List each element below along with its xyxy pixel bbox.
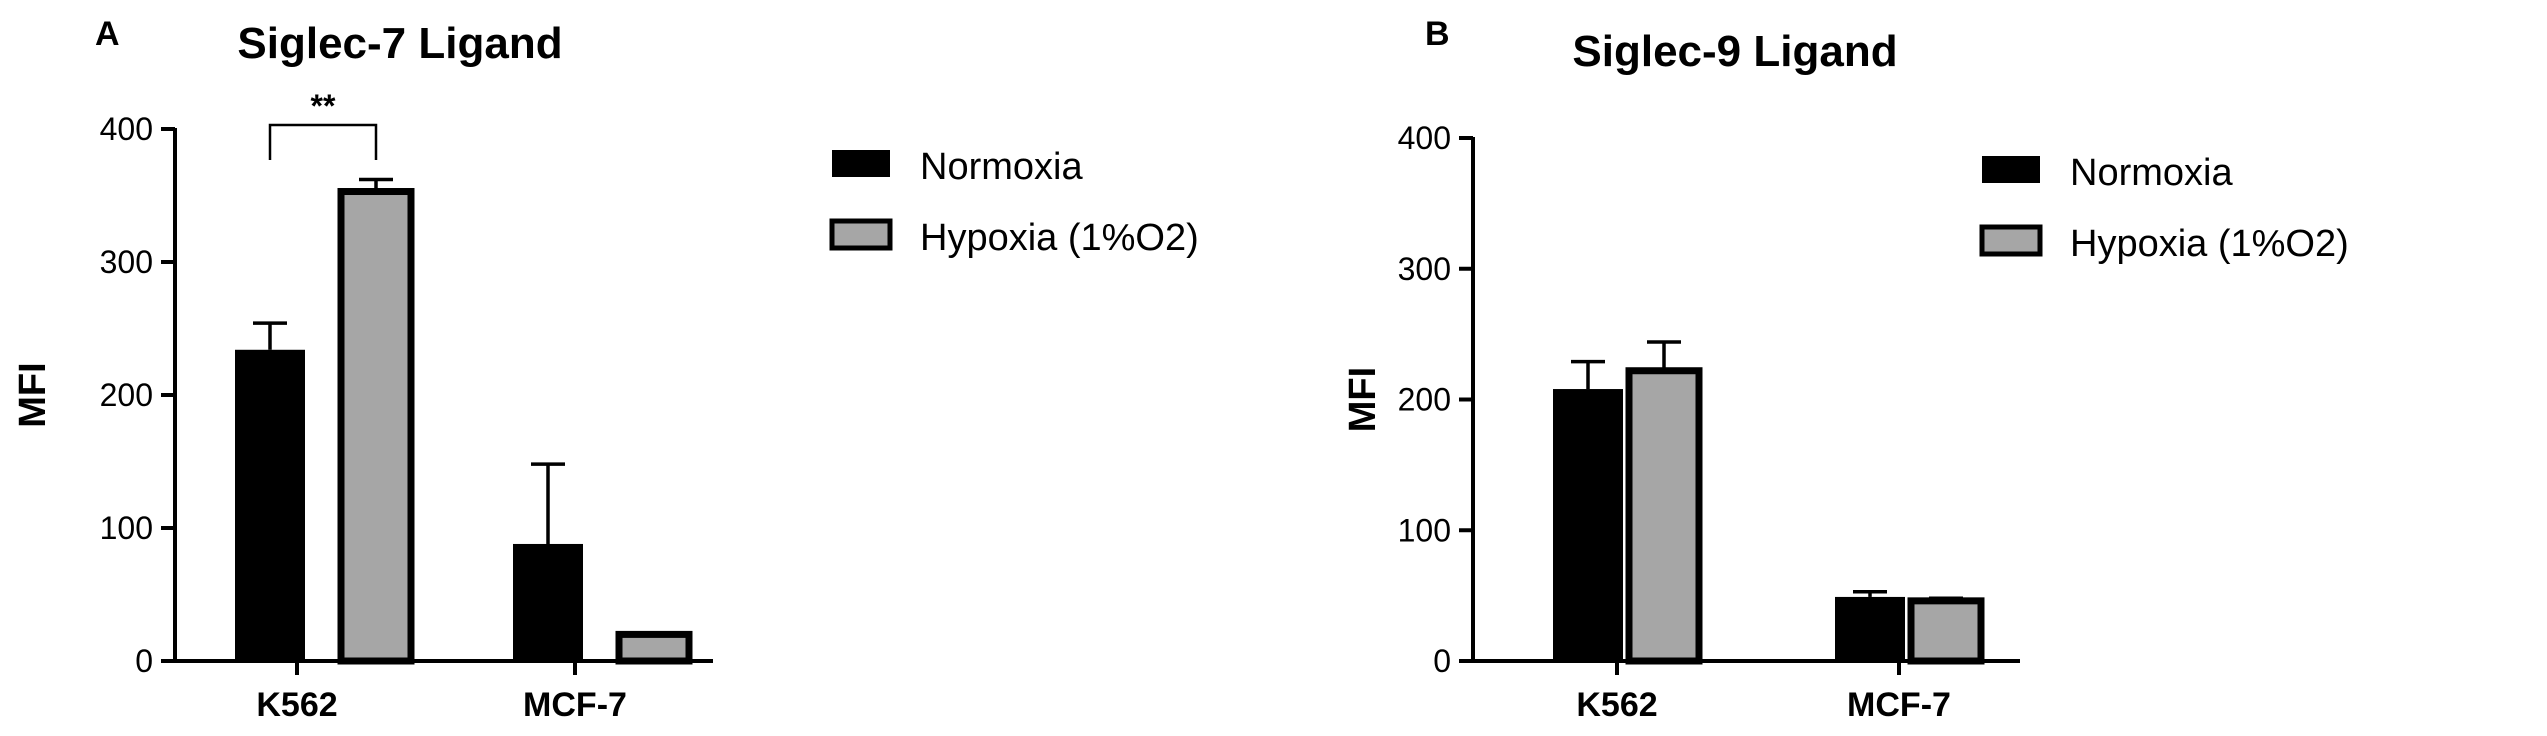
panel-b-bar-hypoxia — [1907, 597, 1985, 665]
panel-a-bar-hypoxia — [615, 630, 693, 665]
panel-a-legend-swatch-normoxia — [832, 150, 890, 177]
panel-a-y-tick-label: 400 — [100, 111, 153, 147]
panel-b-y-tick-label: 400 — [1398, 120, 1451, 156]
panel-a-y-tick-label: 100 — [100, 510, 153, 546]
panel-b-x-tick-label: K562 — [1576, 686, 1657, 724]
panel-b-bar-normoxia — [1835, 596, 1905, 661]
panel-b-y-tick-label: 200 — [1398, 382, 1451, 418]
panel-b-x-tick-label: MCF-7 — [1847, 686, 1951, 724]
panel-b-y-tick-label: 300 — [1398, 251, 1451, 287]
panel-b-letter: B — [1425, 15, 1450, 53]
panel-b-title: Siglec-9 Ligand — [1572, 27, 1897, 76]
panel-b-bar-normoxia — [1553, 389, 1623, 661]
panel-a-significance-bracket — [268, 123, 378, 160]
panel-a-x-tick-label: K562 — [256, 686, 337, 724]
panel-a-x-tick-label: MCF-7 — [523, 686, 627, 724]
panel-b-bar-hypoxia — [1625, 367, 1703, 665]
panel-a-bar-normoxia — [513, 543, 583, 661]
panel-a-legend-label-normoxia: Normoxia — [920, 146, 1083, 188]
panel-a-y-tick-label: 300 — [100, 244, 153, 280]
panel-a-y-axis-label: MFI — [12, 362, 54, 427]
panel-a-y-tick-label: 0 — [135, 643, 153, 679]
panel-a-legend-swatch-hypoxia — [829, 218, 893, 251]
panel-a-letter: A — [95, 15, 120, 53]
panel-a-title: Siglec-7 Ligand — [237, 19, 562, 68]
panel-a-bar-normoxia — [235, 349, 305, 661]
panel-b-y-tick-label: 100 — [1398, 512, 1451, 548]
panel-a-bar-hypoxia — [337, 188, 415, 665]
panel-b-y-axis-label: MFI — [1342, 367, 1384, 432]
panel-b-y-tick-label: 0 — [1433, 643, 1451, 679]
panel-a-y-tick-label: 200 — [100, 377, 153, 413]
panel-b-legend-label-normoxia: Normoxia — [2070, 152, 2233, 194]
panel-a-legend-label-hypoxia: Hypoxia (1%O2) — [920, 217, 1199, 259]
panel-b-legend-swatch-normoxia — [1982, 156, 2040, 183]
panel-a-significance-label: ** — [311, 88, 336, 124]
panel-b-legend-swatch-hypoxia — [1979, 224, 2043, 257]
panel-b-legend-label-hypoxia: Hypoxia (1%O2) — [2070, 223, 2349, 265]
